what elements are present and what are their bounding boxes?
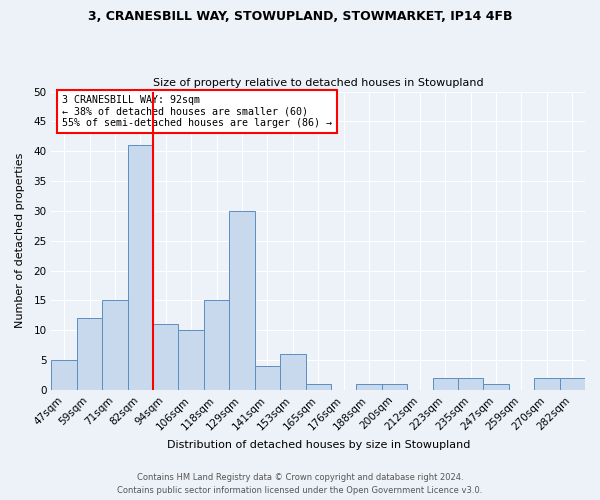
Bar <box>102 300 128 390</box>
Bar <box>128 146 153 390</box>
Bar <box>229 211 255 390</box>
Text: 3 CRANESBILL WAY: 92sqm
← 38% of detached houses are smaller (60)
55% of semi-de: 3 CRANESBILL WAY: 92sqm ← 38% of detache… <box>62 94 332 128</box>
Bar <box>153 324 178 390</box>
Bar <box>560 378 585 390</box>
Bar <box>305 384 331 390</box>
Text: Contains HM Land Registry data © Crown copyright and database right 2024.
Contai: Contains HM Land Registry data © Crown c… <box>118 474 482 495</box>
Title: Size of property relative to detached houses in Stowupland: Size of property relative to detached ho… <box>153 78 484 88</box>
Bar <box>52 360 77 390</box>
Bar <box>382 384 407 390</box>
Bar <box>178 330 204 390</box>
Bar <box>356 384 382 390</box>
Bar <box>255 366 280 390</box>
Bar <box>484 384 509 390</box>
Y-axis label: Number of detached properties: Number of detached properties <box>15 153 25 328</box>
Bar <box>204 300 229 390</box>
Bar <box>280 354 305 390</box>
Bar <box>534 378 560 390</box>
X-axis label: Distribution of detached houses by size in Stowupland: Distribution of detached houses by size … <box>167 440 470 450</box>
Bar <box>433 378 458 390</box>
Bar <box>77 318 102 390</box>
Bar <box>458 378 484 390</box>
Text: 3, CRANESBILL WAY, STOWUPLAND, STOWMARKET, IP14 4FB: 3, CRANESBILL WAY, STOWUPLAND, STOWMARKE… <box>88 10 512 23</box>
